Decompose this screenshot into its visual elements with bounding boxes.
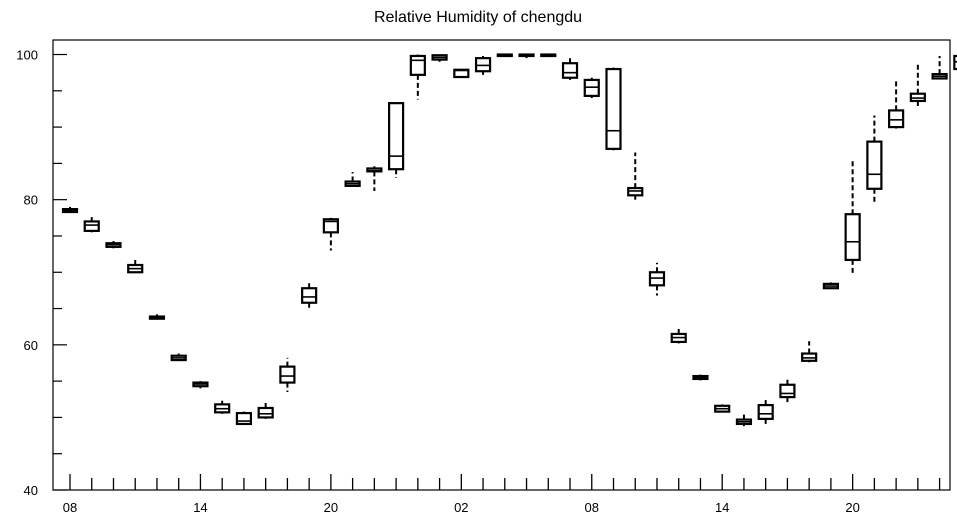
box bbox=[714, 404, 731, 413]
iqr-box bbox=[888, 109, 905, 129]
box bbox=[670, 326, 687, 344]
box bbox=[518, 53, 535, 59]
box bbox=[257, 402, 274, 419]
box bbox=[192, 381, 209, 389]
box bbox=[561, 58, 579, 80]
box bbox=[540, 53, 557, 58]
box bbox=[583, 77, 600, 99]
iqr-box bbox=[757, 403, 774, 420]
box bbox=[322, 217, 339, 251]
iqr-box bbox=[83, 220, 100, 232]
x-tick-label: 20 bbox=[845, 500, 859, 515]
y-tick-label: 100 bbox=[16, 48, 38, 63]
y-tick-label: 40 bbox=[24, 483, 38, 498]
box bbox=[627, 152, 644, 200]
box bbox=[148, 314, 166, 320]
y-tick-label: 60 bbox=[24, 338, 38, 353]
box bbox=[127, 259, 144, 274]
x-tick-label: 08 bbox=[585, 500, 599, 515]
box bbox=[344, 172, 361, 187]
box bbox=[301, 283, 318, 309]
x-tick-label: 08 bbox=[63, 500, 77, 515]
box bbox=[431, 54, 448, 62]
box bbox=[388, 102, 405, 178]
iqr-box bbox=[779, 383, 796, 399]
box bbox=[409, 54, 426, 100]
x-tick-label: 02 bbox=[454, 500, 468, 515]
iqr-box bbox=[561, 62, 579, 79]
box bbox=[83, 217, 100, 233]
box bbox=[909, 61, 926, 109]
iqr-box bbox=[388, 102, 405, 171]
box bbox=[605, 67, 622, 151]
box bbox=[692, 374, 709, 381]
box bbox=[735, 413, 753, 427]
iqr-box bbox=[844, 213, 861, 262]
x-tick-label: 14 bbox=[715, 500, 729, 515]
box bbox=[366, 166, 383, 191]
box bbox=[105, 241, 122, 249]
plot-frame bbox=[52, 39, 951, 491]
iqr-box bbox=[605, 67, 622, 150]
iqr-box bbox=[301, 287, 318, 304]
iqr-box bbox=[257, 406, 274, 419]
iqr-box bbox=[235, 411, 253, 426]
y-axis: 40 60 80 100 bbox=[16, 48, 67, 498]
iqr-box bbox=[866, 140, 883, 190]
box bbox=[931, 55, 948, 80]
box bbox=[757, 399, 774, 427]
chart-title: Relative Humidity of chengdu bbox=[374, 9, 582, 26]
box bbox=[279, 357, 296, 393]
y-tick-label: 80 bbox=[24, 193, 38, 208]
box bbox=[801, 341, 818, 363]
box bbox=[61, 206, 79, 214]
x-tick-label: 20 bbox=[324, 500, 338, 515]
box bbox=[170, 353, 187, 362]
iqr-box bbox=[279, 365, 296, 384]
iqr-box bbox=[409, 54, 426, 76]
box bbox=[648, 262, 666, 296]
box bbox=[866, 115, 883, 204]
box bbox=[496, 53, 513, 58]
box bbox=[214, 400, 231, 414]
iqr-box bbox=[322, 218, 339, 234]
box-series bbox=[61, 53, 957, 427]
box bbox=[888, 79, 905, 129]
x-tick-label: 14 bbox=[193, 500, 207, 515]
box bbox=[822, 282, 840, 290]
box bbox=[453, 68, 470, 79]
box bbox=[235, 411, 253, 426]
x-axis: 081420020814200208 bbox=[63, 474, 941, 515]
box bbox=[474, 55, 492, 75]
box bbox=[779, 377, 796, 403]
box bbox=[844, 159, 861, 276]
